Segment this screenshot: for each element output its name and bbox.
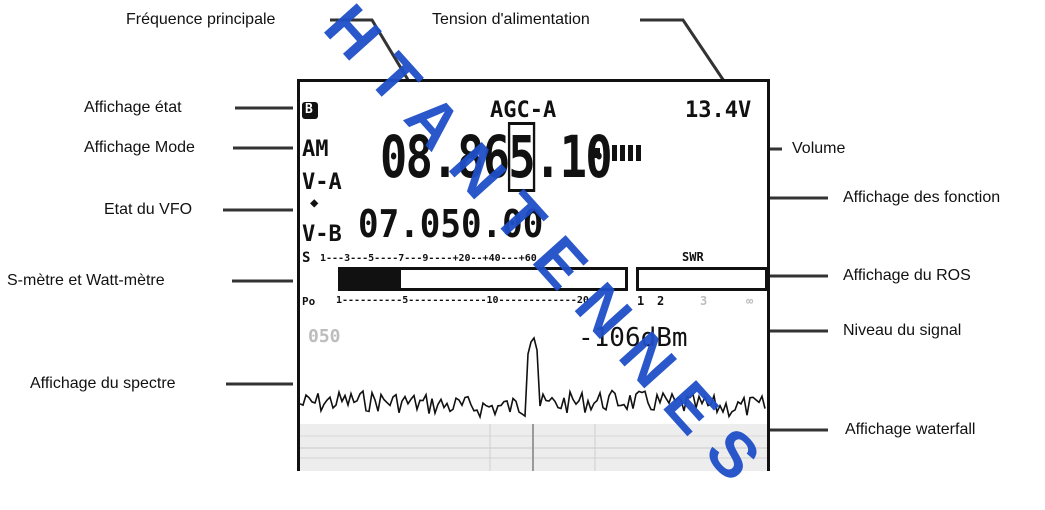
label-signal-level: Niveau du signal [843,322,962,339]
swr-label: SWR [682,250,704,264]
label-spectrum: Affichage du spectre [30,375,176,392]
vfo-a-label: V-A [302,170,342,195]
swr-scale-2: 2 [657,294,665,308]
po-label: Po [302,295,316,308]
label-volume: Volume [792,140,846,157]
label-supply-voltage: Tension d'alimentation [432,11,590,28]
label-freq-main: Fréquence principale [126,11,276,28]
spectrum-trace [300,336,766,420]
s-meter-fill [341,270,401,288]
vfo-a-frequency: 08.865.10 [380,122,613,192]
radio-lcd-screen: B AGC-A 13.4V AM V-A ◆ V-B 08.865.10 07.… [297,79,770,471]
agc-indicator: AGC-A [490,98,557,123]
swr-scale-inf: ∞ [746,294,754,308]
volume-bars [590,145,650,161]
label-swr-display: Affichage du ROS [843,267,971,284]
swr-meter-bar [636,267,767,291]
label-s-meter: S-mètre et Watt-mètre [7,272,165,289]
s-meter-label: S [302,250,311,266]
s-meter-scale: 1---3---5----7---9----+20--+40---+60 [320,253,537,264]
line-supply-voltage [640,18,732,91]
swr-scale-3: 3 [700,294,708,308]
label-waterfall: Affichage waterfall [845,421,976,438]
frequency-cursor-digit: 5 [507,122,536,192]
signal-level-dbm: -106dBm [578,323,688,353]
swr-scale-1: 1 [637,294,645,308]
spectrum-waterfall-area [300,336,767,471]
vfo-b-frequency: 07.050.00 [358,202,544,246]
annotated-radio-display-diagram: Fréquence principale Tension d'alimentat… [7,0,1001,509]
supply-voltage-value: 13.4V [685,98,752,123]
label-status-display: Affichage état [84,99,182,116]
label-mode-display: Affichage Mode [84,139,195,156]
label-vfo-state: Etat du VFO [104,201,193,218]
s-meter-bar [338,267,628,291]
mode-value: AM [302,137,329,162]
po-scale: 1----------5-------------10-------------… [336,295,589,306]
status-icon: B [302,102,318,119]
dim-readout: 050 [308,326,341,347]
vfo-swap-icon: ◆ [310,195,319,211]
label-function-display: Affichage des fonction [843,189,1001,206]
vfo-b-label: V-B [302,222,342,247]
